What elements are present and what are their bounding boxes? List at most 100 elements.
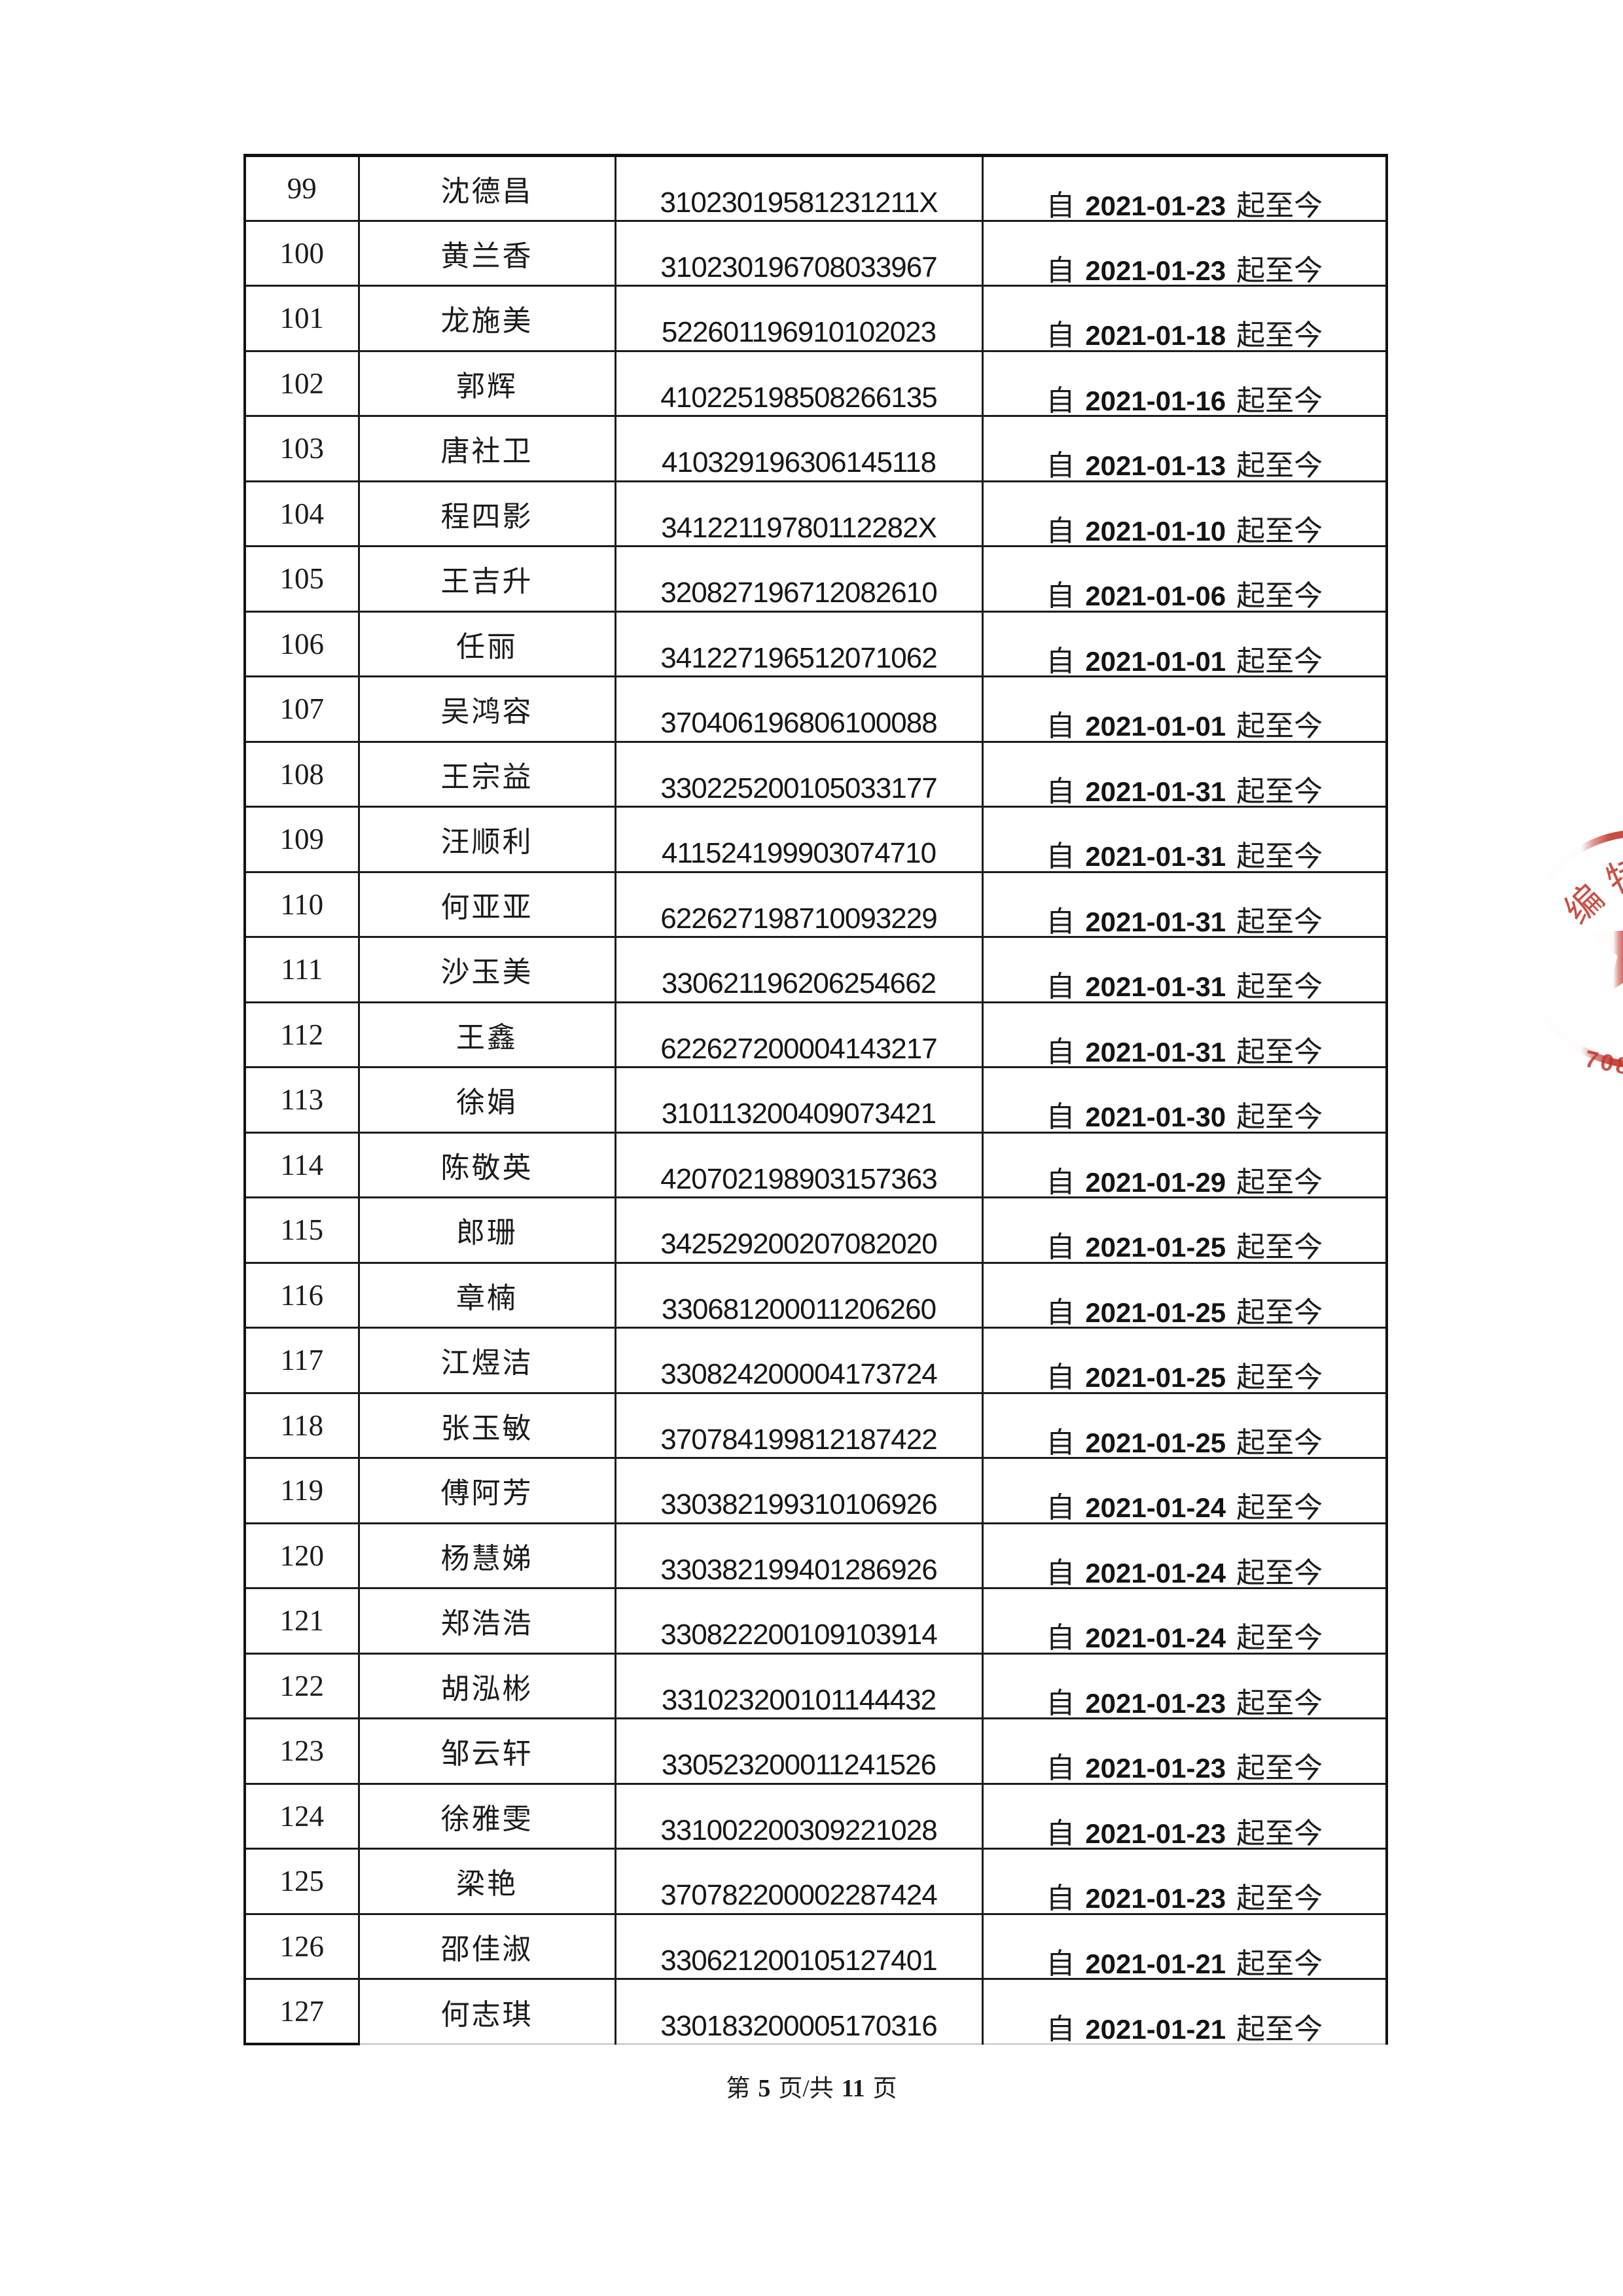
row-number-cell: 109 <box>243 806 360 873</box>
period-prefix: 自 <box>1046 1687 1075 1719</box>
validity-period: 自 2021-01-13 起至今 <box>1046 442 1323 479</box>
row-number-cell: 123 <box>243 1717 360 1785</box>
period-start-date: 2021-01-16 <box>1085 385 1226 416</box>
validity-period-cell: 自 2021-01-24 起至今 <box>981 1522 1388 1589</box>
period-prefix: 自 <box>1046 1231 1075 1263</box>
validity-period: 自 2021-01-25 起至今 <box>1046 1354 1323 1393</box>
validity-period-cell: 自 2021-01-31 起至今 <box>981 870 1388 938</box>
validity-period: 自 2021-01-24 起至今 <box>1046 1549 1323 1587</box>
period-prefix: 自 <box>1046 775 1075 807</box>
period-prefix: 自 <box>1046 1035 1075 1067</box>
period-suffix: 起至今 <box>1236 1622 1323 1653</box>
row-number: 116 <box>280 1278 324 1312</box>
id-number: 330183200005170316 <box>660 2009 937 2042</box>
id-number: 330382199401286926 <box>660 1553 937 1586</box>
id-number: 330382199310106926 <box>660 1488 937 1521</box>
row-number: 124 <box>279 1799 325 1833</box>
row-number-cell: 122 <box>243 1652 360 1719</box>
table-row: 127 何志琪 330183200005170316 自 2021-01-21 起至… <box>243 1978 1388 2045</box>
row-number: 115 <box>280 1213 324 1247</box>
id-number-cell: 410329196306145118 <box>614 415 984 482</box>
period-suffix: 起至今 <box>1236 1947 1323 1979</box>
table-row: 108 王宗益 330225200105033177 自 2021-01-31 起至… <box>243 740 1388 808</box>
id-number: 341227196512071062 <box>660 641 937 674</box>
id-number-cell: 330382199401286926 <box>614 1522 984 1589</box>
id-number-cell: 34122119780112282X <box>614 480 984 547</box>
validity-period-cell: 自 2021-01-31 起至今 <box>981 806 1388 873</box>
period-start-date: 2021-01-23 <box>1085 190 1226 221</box>
id-number: 370784199812187422 <box>660 1423 937 1456</box>
row-number: 121 <box>279 1604 325 1638</box>
id-number-cell: 330523200011241526 <box>614 1717 984 1785</box>
validity-period-cell: 自 2021-01-21 起至今 <box>981 1978 1388 2045</box>
period-prefix: 自 <box>1046 1361 1075 1393</box>
person-name-cell: 黄兰香 <box>357 219 616 287</box>
id-number-cell: 370782200002287424 <box>614 1848 984 1915</box>
person-name-cell: 汪顺利 <box>357 806 616 873</box>
row-number-cell: 113 <box>243 1066 360 1134</box>
period-prefix: 自 <box>1046 189 1075 221</box>
validity-period: 自 2021-01-23 起至今 <box>1046 247 1323 284</box>
validity-period: 自 2021-01-24 起至今 <box>1046 1614 1323 1653</box>
period-start-date: 2021-01-10 <box>1085 515 1226 547</box>
period-start-date: 2021-01-01 <box>1085 645 1226 677</box>
period-start-date: 2021-01-24 <box>1085 1623 1226 1653</box>
validity-period-cell: 自 2021-01-16 起至今 <box>981 350 1388 417</box>
id-number: 330621200105127401 <box>660 1944 937 1977</box>
table-row: 105 王吉升 320827196712082610 自 2021-01-06 起至… <box>243 545 1388 613</box>
person-name-cell: 吴鸿容 <box>357 675 616 743</box>
person-name: 程四影 <box>440 500 533 533</box>
row-number: 118 <box>280 1408 324 1442</box>
row-number: 100 <box>279 236 325 270</box>
validity-period: 自 2021-01-01 起至今 <box>1046 637 1323 677</box>
person-name-cell: 陈敬英 <box>357 1131 616 1198</box>
period-suffix: 起至今 <box>1236 645 1323 677</box>
id-number-cell: 310230196708033967 <box>614 219 984 287</box>
period-prefix: 自 <box>1046 2013 1075 2044</box>
table-row: 100 黄兰香 310230196708033967 自 2021-01-23 起至… <box>243 219 1388 287</box>
person-name: 邹云轩 <box>440 1738 533 1770</box>
person-name: 吴鸿容 <box>440 696 533 728</box>
validity-period: 自 2021-01-30 起至今 <box>1046 1093 1323 1132</box>
id-number: 330621196206254662 <box>661 967 936 1000</box>
period-prefix: 自 <box>1046 580 1075 611</box>
period-suffix: 起至今 <box>1236 1231 1323 1263</box>
period-suffix: 起至今 <box>1236 1101 1323 1132</box>
table-row: 120 杨慧娣 330382199401286926 自 2021-01-24 起至… <box>243 1522 1388 1589</box>
validity-period: 自 2021-01-31 起至今 <box>1046 768 1323 807</box>
person-name-cell: 任丽 <box>357 610 616 677</box>
id-number: 330822200109103914 <box>660 1619 937 1651</box>
person-name-cell: 徐雅雯 <box>357 1782 616 1850</box>
period-prefix: 自 <box>1046 1101 1075 1132</box>
id-number: 320827196712082610 <box>660 577 937 609</box>
validity-period-cell: 自 2021-01-29 起至今 <box>981 1131 1388 1198</box>
row-number-cell: 126 <box>243 1912 360 1980</box>
total-page-count: 11 <box>841 2075 865 2102</box>
person-name-cell: 杨慧娣 <box>357 1522 616 1589</box>
row-number: 112 <box>280 1018 324 1051</box>
period-prefix: 自 <box>1046 1817 1075 1849</box>
validity-period: 自 2021-01-23 起至今 <box>1046 1874 1323 1914</box>
row-number-cell: 112 <box>243 1001 360 1068</box>
id-number-cell: 331023200101144432 <box>614 1652 984 1719</box>
roster-table: 99 沈德昌 31023019581231211X 自 2021-01-23 起至今… <box>243 154 1388 2045</box>
validity-period: 自 2021-01-18 起至今 <box>1046 312 1323 349</box>
period-start-date: 2021-01-23 <box>1085 1883 1226 1914</box>
validity-period-cell: 自 2021-01-23 起至今 <box>981 154 1388 222</box>
period-start-date: 2021-01-31 <box>1085 776 1226 807</box>
person-name-cell: 江煜洁 <box>357 1327 616 1394</box>
id-number-cell: 330621200105127401 <box>614 1912 984 1980</box>
person-name: 郭辉 <box>456 370 518 403</box>
id-number-cell: 320827196712082610 <box>614 545 984 613</box>
period-suffix: 起至今 <box>1236 840 1323 872</box>
person-name: 梁艳 <box>456 1868 518 1901</box>
validity-period: 自 2021-01-31 起至今 <box>1046 898 1323 935</box>
period-suffix: 起至今 <box>1236 1752 1323 1784</box>
id-number: 370782200002287424 <box>660 1879 937 1912</box>
table-row: 106 任丽 341227196512071062 自 2021-01-01 起至今 <box>243 610 1388 677</box>
period-start-date: 2021-01-23 <box>1085 1818 1226 1849</box>
table-row: 117 江煜洁 330824200004173724 自 2021-01-25 起至… <box>243 1327 1388 1394</box>
id-number: 331002200309221028 <box>660 1814 937 1846</box>
period-prefix: 自 <box>1046 645 1075 677</box>
table-row: 103 唐社卫 410329196306145118 自 2021-01-13 起至… <box>243 415 1388 482</box>
